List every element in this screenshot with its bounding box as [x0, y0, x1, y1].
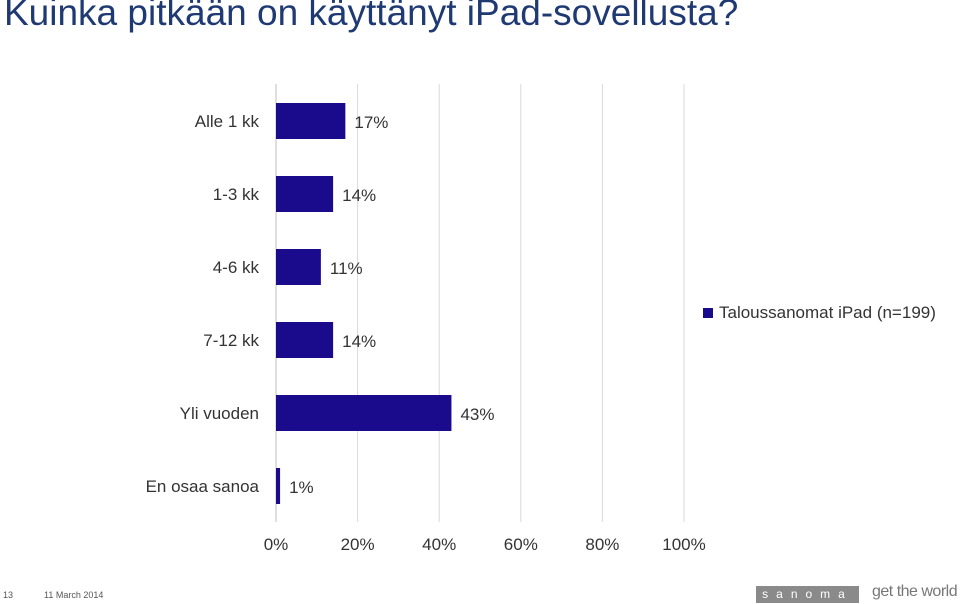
category-label: Yli vuoden: [180, 404, 259, 423]
bar: [276, 322, 334, 358]
data-labels: 17% 14% 11% 14% 43% 1%: [289, 113, 494, 497]
data-label: 14%: [342, 186, 376, 205]
bar: [276, 103, 346, 139]
legend-label: Taloussanomat iPad (n=199): [719, 303, 936, 322]
category-label: En osaa sanoa: [146, 477, 260, 496]
bar: [276, 395, 452, 431]
sanoma-logo: sanoma: [756, 586, 859, 603]
data-label: 17%: [354, 113, 388, 132]
page-number: 13: [3, 590, 14, 600]
bar: [276, 176, 334, 212]
bar: [276, 468, 281, 504]
chart-title: Kuinka pitkään on käyttänyt iPad-sovellu…: [4, 0, 739, 33]
category-label: Alle 1 kk: [195, 112, 260, 131]
x-tick-label: 20%: [341, 535, 375, 554]
category-label: 1-3 kk: [213, 185, 260, 204]
x-tick-label: 0%: [264, 535, 289, 554]
legend: Taloussanomat iPad (n=199): [703, 303, 936, 323]
x-tick-labels: 0% 20% 40% 60% 80% 100%: [264, 535, 706, 554]
x-tick-label: 60%: [504, 535, 538, 554]
legend-swatch: [703, 308, 713, 318]
category-label: 4-6 kk: [213, 258, 260, 277]
data-label: 43%: [460, 405, 494, 424]
bars: [276, 103, 452, 504]
category-label: 7-12 kk: [203, 331, 259, 350]
x-tick-label: 100%: [662, 535, 705, 554]
data-label: 14%: [342, 332, 376, 351]
data-label: 11%: [330, 259, 363, 278]
gridlines: [275, 84, 685, 522]
data-label: 1%: [289, 478, 314, 497]
brand-tagline: get the world: [872, 583, 958, 600]
footer-date: 11 March 2014: [44, 590, 104, 600]
category-labels: Alle 1 kk 1-3 kk 4-6 kk 7-12 kk Yli vuoden En…: [146, 112, 260, 496]
bar: [276, 249, 321, 285]
x-tick-label: 40%: [422, 535, 456, 554]
x-tick-label: 80%: [585, 535, 619, 554]
